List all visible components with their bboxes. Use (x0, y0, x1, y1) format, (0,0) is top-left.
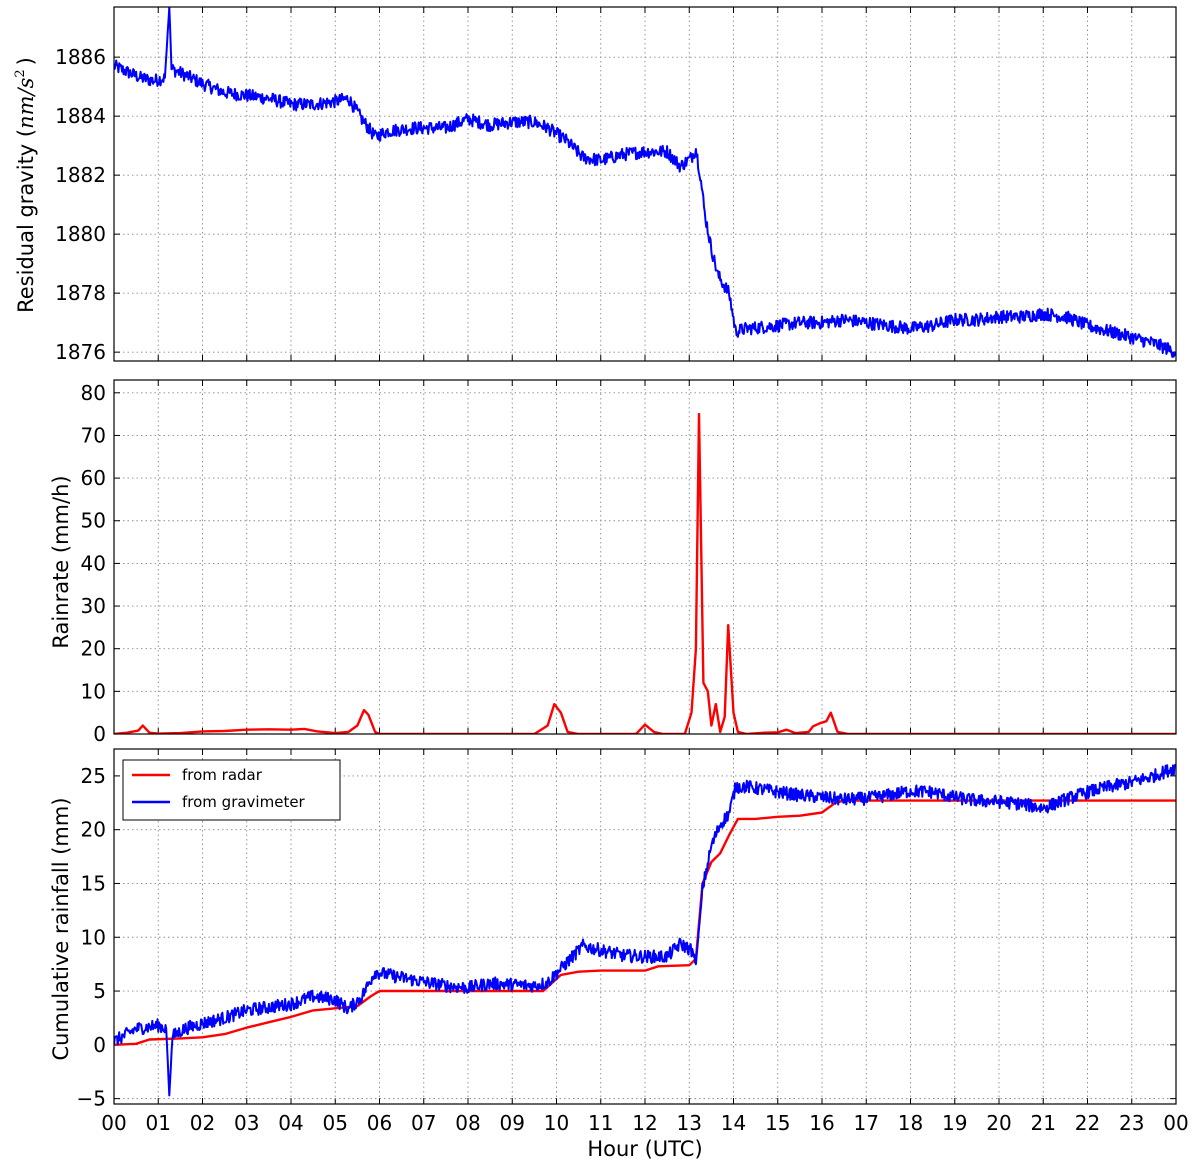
y-tick-label: 10 (81, 925, 106, 949)
x-tick-label: 21 (1031, 1111, 1056, 1135)
x-tick-label: 07 (411, 1111, 436, 1135)
y-tick-label: 1882 (55, 163, 106, 187)
y-tick-label: 1876 (55, 340, 106, 364)
plot-frame (113, 379, 1177, 735)
y-tick-label: 10 (81, 679, 106, 703)
y-tick-label: 80 (81, 381, 106, 405)
plot-frame (113, 748, 1177, 1105)
x-tick-label: 15 (765, 1111, 790, 1135)
x-tick-label: 12 (632, 1111, 657, 1135)
x-tick-label: 02 (190, 1111, 215, 1135)
x-tick-label: 14 (721, 1111, 746, 1135)
x-tick-label: 00 (1163, 1111, 1188, 1135)
y-tick-label: 70 (81, 423, 106, 447)
y-tick-label: 0 (93, 1033, 106, 1057)
y-tick-label: 20 (81, 637, 106, 661)
y-tick-label: 60 (81, 466, 106, 490)
radar-series-line (114, 799, 1176, 1046)
x-axis-label: Hour (UTC) (587, 1137, 702, 1161)
cumulative-ylabel: Cumulative rainfall (mm) (49, 797, 73, 1060)
x-tick-label: 18 (898, 1111, 923, 1135)
x-tick-label: 19 (942, 1111, 967, 1135)
legend-label-gravimeter: from gravimeter (182, 793, 306, 811)
x-tick-label: 00 (101, 1111, 126, 1135)
x-tick-label: 22 (1075, 1111, 1100, 1135)
plot-frame (113, 6, 1177, 362)
x-tick-label: 20 (986, 1111, 1011, 1135)
y-tick-label: 20 (81, 818, 106, 842)
x-tick-label: 17 (854, 1111, 879, 1135)
legend-label-radar: from radar (182, 766, 263, 784)
x-tick-label: 06 (367, 1111, 392, 1135)
y-tick-label: −5 (77, 1087, 106, 1111)
gravimeter-series-line (114, 763, 1176, 1097)
y-tick-label: 0 (93, 722, 106, 746)
y-tick-label: 25 (81, 764, 106, 788)
gravimeter-series-line (114, 7, 1176, 358)
y-tick-label: 30 (81, 594, 106, 618)
radar-series-line (114, 412, 1176, 734)
residual-gravity-panel: 1876 1878 1880 1882 1884 1886 (55, 6, 1177, 364)
x-tick-label: 05 (323, 1111, 348, 1135)
x-tick-label: 16 (809, 1111, 834, 1135)
y-tick-label: 1886 (55, 45, 106, 69)
x-tick-label: 23 (1119, 1111, 1144, 1135)
y-tick-label: 1878 (55, 281, 106, 305)
x-tick-label: 13 (677, 1111, 702, 1135)
y-tick-label: 40 (81, 551, 106, 575)
y-tick-label: 15 (81, 871, 106, 895)
gravity-ylabel: Residual gravity (nm/s2) (13, 57, 38, 313)
x-tick-label: 11 (588, 1111, 613, 1135)
legend: from radar from gravimeter (122, 759, 341, 821)
y-tick-label: 50 (81, 509, 106, 533)
x-tick-label: 03 (234, 1111, 259, 1135)
y-tick-label: 1880 (55, 222, 106, 246)
x-tick-label: 04 (278, 1111, 303, 1135)
x-tick-label: 01 (146, 1111, 171, 1135)
cumulative-rainfall-panel: 00 01 02 03 04 05 06 07 08 09 10 11 12 13 14 15 16 17 18 19… (77, 748, 1189, 1135)
rainrate-panel: 0 10 20 30 40 50 60 70 80 (81, 379, 1177, 746)
y-tick-label: 1884 (55, 104, 106, 128)
x-tick-label: 10 (544, 1111, 569, 1135)
x-tick-label: 08 (455, 1111, 480, 1135)
rainrate-ylabel: Rainrate (mm/h) (49, 475, 73, 648)
y-tick-label: 5 (93, 979, 106, 1003)
x-tick-label: 09 (500, 1111, 525, 1135)
legend-box (122, 759, 341, 821)
